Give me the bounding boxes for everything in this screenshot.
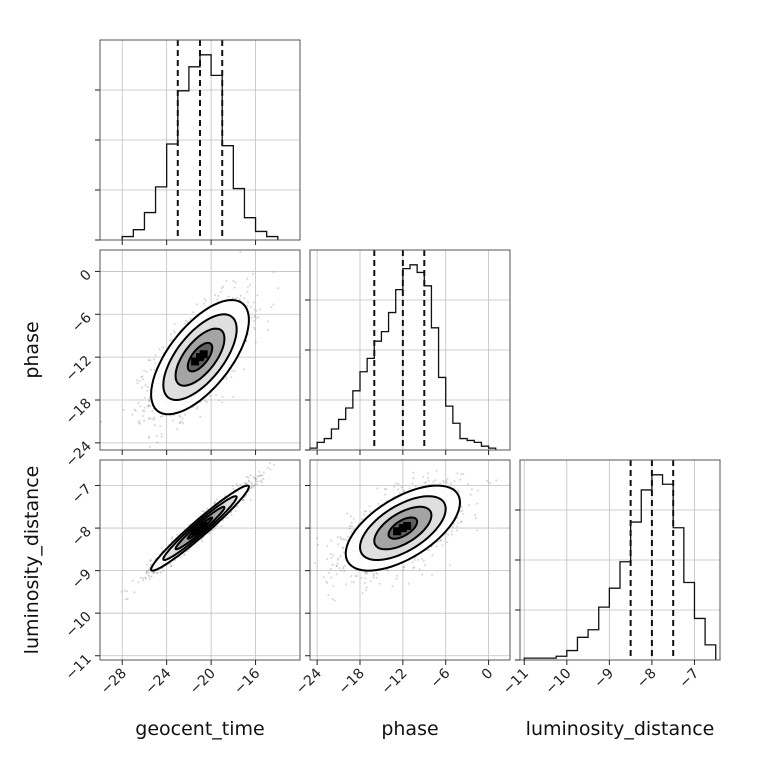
histogram-grid bbox=[520, 460, 720, 660]
x-tick-label-geocent-time: −16 bbox=[231, 665, 263, 697]
contour-line-1 bbox=[150, 298, 250, 416]
x-axis-label-phase: phase bbox=[381, 718, 438, 740]
x-tick-label-phase: −12 bbox=[378, 666, 410, 698]
x-tick-label-luminosity-distance: −10 bbox=[542, 666, 574, 698]
density-frame bbox=[99, 249, 301, 451]
histogram-panel-geocent-time bbox=[95, 39, 301, 245]
x-tick-label-phase: −24 bbox=[293, 665, 325, 697]
density-content bbox=[314, 469, 498, 602]
density-peak-2 bbox=[199, 521, 208, 530]
histogram-panel-luminosity-distance bbox=[515, 459, 721, 665]
contour-line-3 bbox=[373, 505, 433, 551]
density-panel-geocent-time-vs-luminosity-distance: −11 −10 −9 −8 −7 bbox=[63, 459, 301, 683]
x-tick-label-phase: 0 bbox=[479, 666, 497, 684]
y-tick-label: −12 bbox=[63, 353, 95, 385]
density-panel-geocent-time-vs-phase: −24 −18 −12 −6 0 bbox=[63, 249, 301, 471]
panel-background bbox=[100, 460, 300, 660]
x-tick-label-geocent-time: −28 bbox=[98, 666, 130, 698]
panel-background bbox=[310, 460, 510, 660]
histogram-phase bbox=[309, 264, 497, 450]
contour-line-3 bbox=[174, 327, 226, 387]
y-tick-label: −7 bbox=[69, 481, 95, 507]
density-frame bbox=[99, 459, 301, 661]
y-tick-label: −11 bbox=[63, 651, 95, 683]
density-panel-phase-vs-luminosity-distance bbox=[305, 459, 511, 665]
contour-line-1 bbox=[344, 484, 462, 572]
contour-line-4 bbox=[186, 341, 214, 373]
y-tick-label: −6 bbox=[69, 310, 95, 336]
corner-plot-axes: −24−18−12−60−11−10−9−8−7−28 −24 −20 −16 −24−… bbox=[63, 39, 721, 698]
x-tick-label-luminosity-distance: −9 bbox=[591, 666, 617, 692]
x-tick-label-phase: −18 bbox=[336, 666, 368, 698]
x-tick-label-geocent-time: −20 bbox=[187, 666, 219, 698]
y-tick-label: 0 bbox=[77, 267, 95, 285]
contour-line-2 bbox=[162, 313, 238, 402]
y-axis-label-phase: phase bbox=[21, 321, 43, 378]
contour-line-2 bbox=[162, 495, 238, 561]
histogram-panel-phase bbox=[305, 249, 511, 455]
contour-line-1 bbox=[150, 484, 250, 572]
contour-line-4 bbox=[387, 516, 419, 540]
x-tick-label-phase: −6 bbox=[428, 665, 454, 691]
histogram-luminosity-distance bbox=[523, 474, 717, 660]
density-peak-2 bbox=[199, 350, 208, 359]
x-tick-label-geocent-time: −24 bbox=[142, 665, 174, 697]
x-axis-label-luminosity-distance: luminosity_distance bbox=[526, 718, 715, 740]
y-tick-label: −18 bbox=[63, 396, 95, 428]
x-tick-label-luminosity-distance: −7 bbox=[676, 666, 702, 692]
density-peak-1 bbox=[398, 524, 407, 533]
x-tick-label-luminosity-distance: −11 bbox=[500, 666, 532, 698]
x-axis-label-geocent-time: geocent_time bbox=[135, 718, 264, 740]
density-peak-2 bbox=[403, 521, 412, 530]
density-peak-3 bbox=[393, 527, 402, 536]
y-axis-label-luminosity-distance: luminosity_distance bbox=[21, 466, 43, 655]
y-tick-label: −24 bbox=[63, 438, 95, 470]
density-peak-3 bbox=[191, 357, 200, 366]
x-tick-label-luminosity-distance: −8 bbox=[634, 666, 660, 692]
y-tick-label: −8 bbox=[69, 524, 95, 550]
density-content bbox=[120, 461, 276, 601]
y-tick-label: −9 bbox=[69, 566, 95, 592]
contour-line-3 bbox=[174, 505, 226, 551]
contour-line-2 bbox=[358, 495, 447, 561]
density-frame bbox=[309, 459, 511, 661]
density-content bbox=[100, 251, 280, 450]
y-tick-label: −10 bbox=[63, 609, 95, 641]
density-peak-3 bbox=[191, 527, 200, 536]
